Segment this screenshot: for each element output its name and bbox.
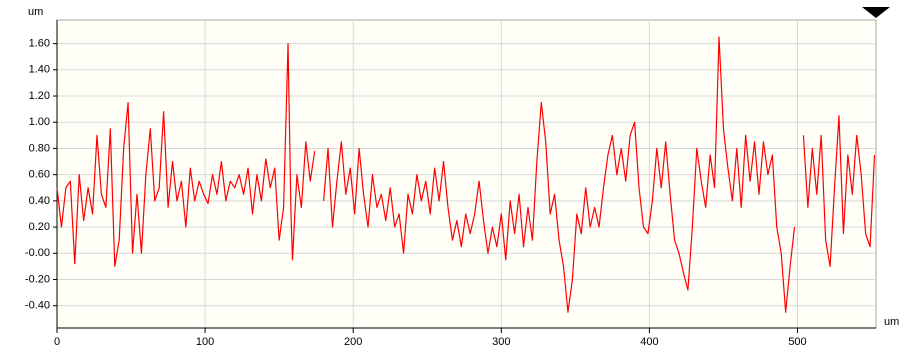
x-tick-label: 500: [788, 336, 806, 348]
y-unit-label: um: [28, 6, 43, 18]
profile-line: [56, 36, 876, 313]
y-tick-label: 1.00: [29, 116, 50, 128]
y-tick-label: 1.40: [29, 64, 50, 76]
y-tick-label: 0.80: [29, 142, 50, 154]
y-tick-label: 1.20: [29, 90, 50, 102]
y-tick-label: 0.40: [29, 195, 50, 207]
x-tick-label: 200: [344, 336, 362, 348]
plot-area: [56, 19, 877, 329]
y-tick-label: 0.60: [29, 169, 50, 181]
x-tick-label: 400: [640, 336, 658, 348]
y-tick-label: 1.60: [29, 37, 50, 49]
x-tick-label: 0: [54, 336, 60, 348]
x-unit-label: um: [884, 316, 899, 328]
y-tick-label: -0.40: [25, 300, 50, 312]
marker-triangle: [862, 7, 890, 18]
x-tick-label: 300: [492, 336, 510, 348]
x-tick-label: 100: [196, 336, 214, 348]
y-tick-label: -0.20: [25, 273, 50, 285]
y-tick-label: -0.00: [25, 247, 50, 259]
y-tick-label: 0.20: [29, 221, 50, 233]
